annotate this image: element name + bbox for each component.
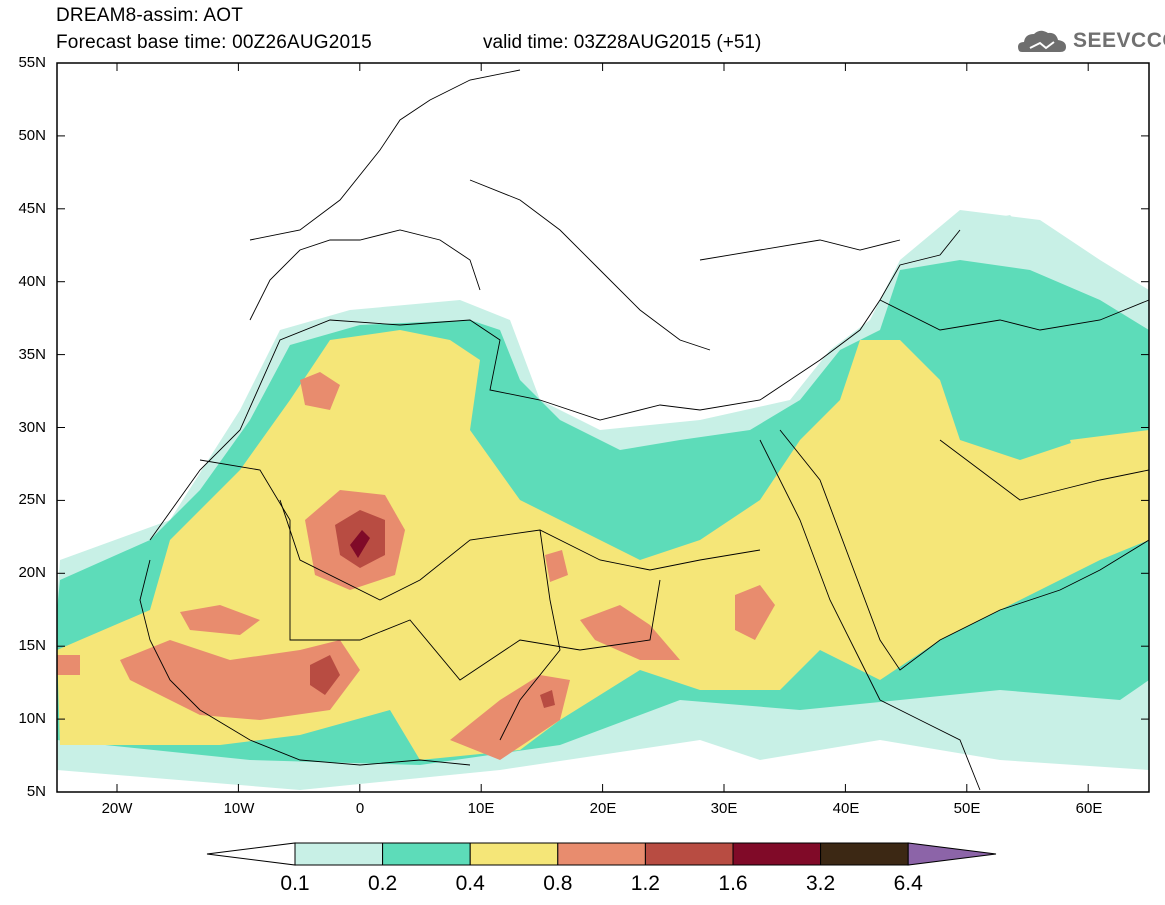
lat-label: 35N (18, 346, 46, 363)
colorbar-label: 0.4 (455, 872, 485, 895)
lat-label: 15N (18, 637, 46, 654)
aot-band-0.8i (57, 655, 80, 675)
aot-band-0.8f (580, 605, 680, 660)
lat-label: 45N (18, 200, 46, 217)
aot-band-0.8h (545, 550, 568, 582)
lon-label: 30E (710, 800, 738, 817)
map-title: DREAM8-assim: AOT (56, 5, 244, 26)
lat-label: 25N (18, 491, 46, 508)
lon-label: 20E (589, 800, 617, 817)
aot-band-1.6 (350, 530, 370, 558)
colorbar-label: 1.6 (718, 872, 748, 895)
colorbar-label: 3.2 (805, 872, 836, 895)
colorbar-label: 6.4 (893, 872, 923, 895)
lat-label: 10N (18, 710, 46, 727)
lon-label: 10W (223, 800, 255, 817)
lat-label: 20N (18, 564, 46, 581)
coastlines (139, 69, 1149, 791)
aot-band-0.8c (120, 640, 360, 720)
lon-label: 20W (101, 800, 133, 817)
lat-label: 5N (26, 783, 46, 800)
lon-label: 10E (467, 800, 495, 817)
aot-band-0.8e (450, 675, 570, 760)
aot-band-0.8g (735, 585, 775, 640)
lat-label: 40N (18, 273, 46, 290)
lon-label: 40E (832, 800, 860, 817)
colorbar-label: 0.2 (367, 872, 398, 895)
colorbar-label: 1.2 (630, 872, 660, 895)
aot-band-0.4b (1070, 430, 1149, 510)
colorbar-label: 0.8 (543, 872, 573, 895)
cloud-logo-icon (1018, 30, 1066, 52)
aot-band-0.8d (180, 605, 260, 635)
aot-band-0.1b (940, 215, 1030, 250)
aot-band-1.2b (310, 655, 340, 695)
forecast-base-time: Forecast base time: 00Z26AUG2015 (56, 32, 372, 53)
lat-label: 50N (18, 127, 46, 144)
valid-time: valid time: 03Z28AUG2015 (+51) (483, 32, 762, 53)
lat-label: 55N (18, 54, 46, 71)
aot-band-1.2c (540, 690, 555, 708)
lon-label: 50E (953, 800, 981, 817)
colorbar-label: 0.1 (280, 872, 310, 895)
logo-text: SEEVCCC (1073, 29, 1165, 52)
lon-label: 60E (1075, 800, 1103, 817)
aot-band-0.8b (300, 372, 340, 410)
lat-label: 30N (18, 419, 46, 436)
lon-label: 0 (355, 800, 365, 817)
aot-fields (57, 210, 1149, 790)
